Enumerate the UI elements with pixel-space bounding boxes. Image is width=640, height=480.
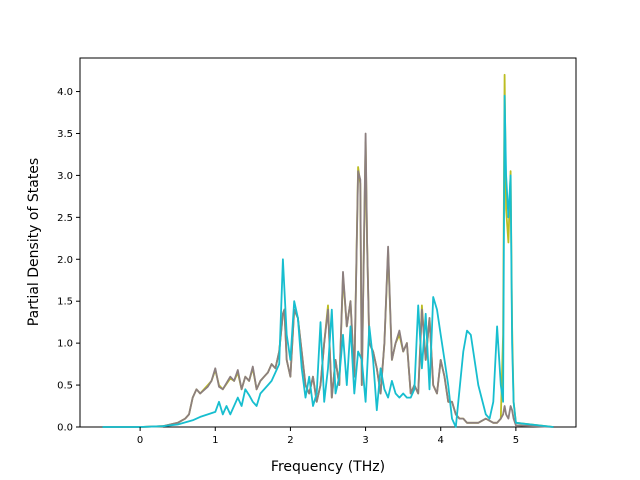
x-tick-label: 5: [513, 435, 519, 446]
x-tick-label: 2: [287, 435, 293, 446]
x-axis-ticks: 0 1 2 3 4 5: [137, 427, 519, 446]
y-tick-label: 1.0: [57, 339, 73, 350]
y-tick-label: 3.0: [57, 171, 73, 182]
series-line-3: [102, 94, 554, 428]
y-axis-ticks: 0.0 0.5 1.0 1.5 2.0 2.5 3.0 3.5 4.0: [57, 87, 80, 434]
x-tick-label: 4: [438, 435, 444, 446]
series-line-2: [102, 132, 554, 428]
x-tick-label: 3: [362, 435, 368, 446]
axes-frame: [79, 57, 577, 428]
x-axis-title: Frequency (THz): [271, 459, 385, 475]
y-tick-label: 2.5: [57, 213, 73, 224]
y-tick-label: 0.0: [57, 423, 73, 434]
series-layer: [102, 73, 554, 428]
y-tick-label: 4.0: [57, 87, 73, 98]
y-tick-label: 3.5: [57, 129, 73, 140]
y-tick-label: 1.5: [57, 297, 73, 308]
y-tick-label: 0.5: [57, 381, 73, 392]
x-tick-label: 0: [137, 435, 143, 446]
plot-area: [79, 57, 577, 428]
y-tick-label: 2.0: [57, 255, 73, 266]
x-tick-label: 1: [212, 435, 218, 446]
y-axis-title: Partial Density of States: [26, 158, 42, 326]
